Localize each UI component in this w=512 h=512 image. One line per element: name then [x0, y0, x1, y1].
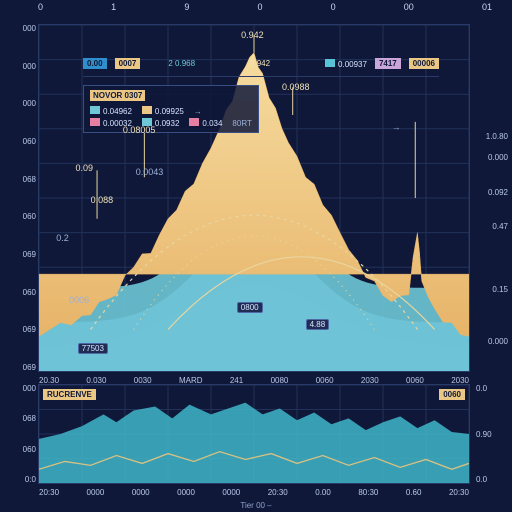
sub-chart-badge: 0060 — [439, 389, 465, 400]
legend-item[interactable]: → — [194, 107, 202, 116]
sub-chart-label: RUCRENVE — [43, 389, 96, 400]
sub-chart-panel: RUCRENVE 0060 20:30000000000000000020:30… — [38, 384, 470, 484]
axis-tick: 060 — [2, 288, 36, 297]
axis-tick: 068 — [2, 175, 36, 184]
header-chip[interactable]: 0.00 — [83, 58, 107, 69]
main-chart-panel: 0.00 0007 2 0.968 0.942 0.00937 7417 00006 NOV… — [38, 24, 470, 372]
legend-box: NOVOR 0307 0.049620.09925→0.000320.09320… — [83, 85, 259, 133]
chart-tag[interactable]: 77503 — [78, 343, 108, 354]
legend-rows: 0.04962 0.09925 → 0.00032 0.0932 0.034 80RT — [90, 106, 252, 128]
axis-tick: 069 — [2, 363, 36, 372]
header-mid: 0.942 — [250, 59, 270, 68]
top-tick: 0 — [38, 2, 43, 16]
axis-tick: 20:30 — [268, 488, 288, 497]
legend-item[interactable]: 0.04962 — [90, 106, 132, 116]
legend-title: NOVOR 0307 — [90, 90, 145, 101]
axis-tick: 0.0 — [476, 475, 510, 484]
header-chip[interactable]: 0007 — [115, 58, 141, 69]
axis-tick: 068 — [2, 414, 36, 423]
axis-tick: 0.000 — [488, 153, 508, 162]
axis-tick: 0.47 — [492, 222, 508, 231]
axis-tick: 0000 — [87, 488, 105, 497]
axis-tick: 80:30 — [358, 488, 378, 497]
sub-chart-svg — [39, 385, 469, 483]
axis-tick: 0000 — [177, 488, 195, 497]
axis-tick: 000 — [2, 99, 36, 108]
axis-tick: 060 — [2, 212, 36, 221]
top-tick: 9 — [184, 2, 189, 16]
sub-x-ticks: 20:30 0000 0000 0000 0000 20:30 0.00 80:30 0.60 2… — [39, 488, 469, 497]
main-y-left: 000 000 000 060 068 060 069 060 069 069 — [2, 24, 36, 372]
top-tick: 01 — [482, 2, 492, 16]
footer-label: Tier 00 – — [240, 501, 271, 510]
top-tick: 00 — [404, 2, 414, 16]
chart-tag[interactable]: 4.88 — [306, 319, 330, 330]
top-tick-row: 019000001 — [38, 2, 492, 16]
header-center: 2 0.968 — [168, 59, 195, 68]
axis-tick: 0.000 — [488, 337, 508, 346]
axis-tick: 0000 — [132, 488, 150, 497]
axis-tick: 000 — [2, 24, 36, 33]
legend-item[interactable]: 0.09925 — [142, 106, 184, 116]
axis-tick: 0.0 — [476, 384, 510, 393]
axis-tick: 0.90 — [476, 430, 510, 439]
axis-tick: 060 — [2, 445, 36, 454]
legend-row: 0.04962 0.09925 → — [90, 106, 252, 116]
axis-tick: 069 — [2, 250, 36, 259]
header-check[interactable]: 0.00937 — [325, 59, 367, 69]
legend-item[interactable]: 80RT — [232, 119, 251, 128]
legend-item[interactable]: 0.034 — [189, 118, 222, 128]
axis-tick: 000 — [2, 62, 36, 71]
chart-tag[interactable]: 0800 — [237, 302, 263, 313]
axis-tick: 060 — [2, 137, 36, 146]
legend-item[interactable]: 0.00032 — [90, 118, 132, 128]
axis-tick: 20:30 — [449, 488, 469, 497]
sub-y-left: 000 068 060 0:0 — [2, 384, 36, 484]
axis-tick: 0000 — [222, 488, 240, 497]
top-tick: 0 — [331, 2, 336, 16]
header-chip[interactable]: 7417 — [375, 58, 401, 69]
axis-tick: 0.15 — [492, 285, 508, 294]
legend-item[interactable]: 0.0932 — [142, 118, 179, 128]
top-tick: 1 — [111, 2, 116, 16]
axis-tick: 0.00 — [315, 488, 331, 497]
sub-y-right: 0.0 0.90 0.0 — [476, 384, 510, 484]
header-chip[interactable]: 00006 — [409, 58, 439, 69]
axis-tick: 1.0.80 — [486, 132, 508, 141]
chart-header-bar: 0.00 0007 2 0.968 0.942 0.00937 7417 00006 — [83, 55, 439, 77]
top-tick: 0 — [257, 2, 262, 16]
axis-tick: 0.60 — [406, 488, 422, 497]
axis-tick: 000 — [2, 384, 36, 393]
axis-tick: 20:30 — [39, 488, 59, 497]
axis-tick: 069 — [2, 325, 36, 334]
main-y-right: 1.0.80 0.000 0.092 0.47 0.15 0.000 — [476, 24, 510, 372]
legend-row: 0.00032 0.0932 0.034 80RT — [90, 118, 252, 128]
axis-tick: 0.092 — [488, 188, 508, 197]
axis-tick: 0:0 — [2, 475, 36, 484]
